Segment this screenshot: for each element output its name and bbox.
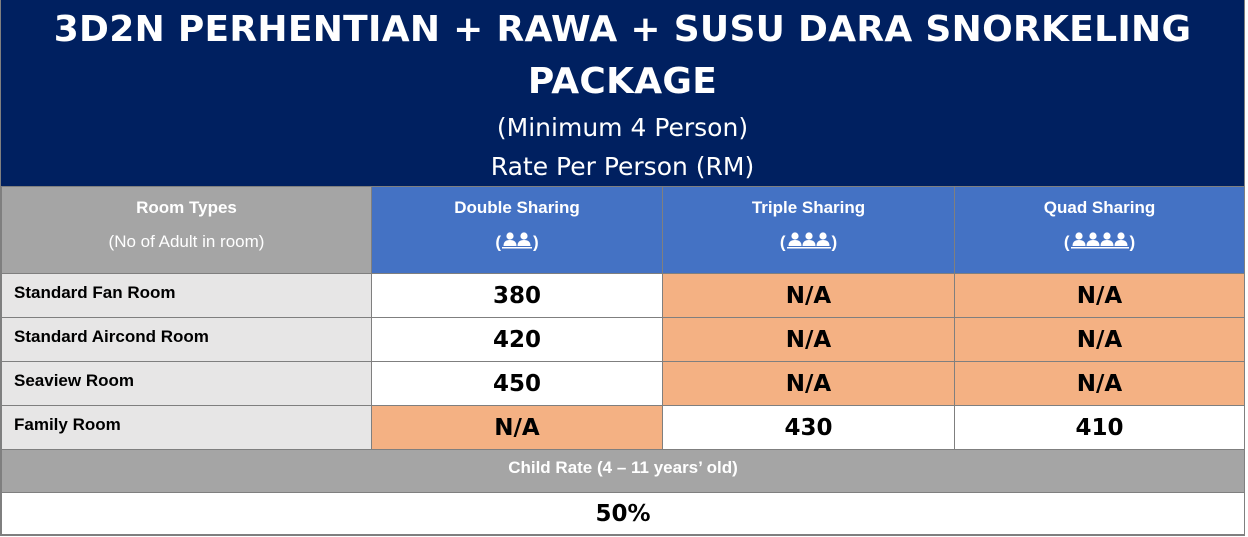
rate-cell: N/A [954,273,1245,318]
people-group-icon [502,232,532,249]
people-icon [501,231,533,255]
person-head-icon [506,232,514,240]
person-head-icon [520,232,528,240]
paren-open: ( [779,232,786,252]
table-row: Standard Aircond Room 420 N/A N/A [1,317,1245,362]
rate-cell: N/A [662,361,955,406]
rate-cell: 420 [371,317,663,362]
rate-cell: 450 [371,361,663,406]
room-types-label: Room Types [136,198,237,217]
paren-close: ) [831,232,838,252]
icon-baseline [786,247,831,249]
header-row: Room Types (No of Adult in room) Double … [1,186,1245,274]
double-sharing-header: Double Sharing () [371,186,663,274]
person-head-icon [790,232,799,240]
child-rate-value-row: 50% [1,492,1245,535]
quad-sharing-label: Quad Sharing [1043,198,1156,217]
rate-cell: 380 [371,273,663,318]
rate-cell: 410 [954,405,1245,450]
table-row: Family Room N/A 430 410 [1,405,1245,450]
quad-sharing-header: Quad Sharing () [954,186,1245,274]
person-head-icon [1102,232,1111,240]
room-name: Seaview Room [1,361,372,406]
triple-sharing-label: Triple Sharing [751,198,866,217]
person-body-icon [816,240,829,246]
child-rate-label: Child Rate (4 – 11 years’ old) [1,449,1245,493]
rate-cell: N/A [371,405,663,450]
rate-cell: 430 [662,405,955,450]
minimum-note: (Minimum 4 Person) [496,113,749,142]
triple-sharing-header: Triple Sharing () [662,186,955,274]
rate-note: Rate Per Person (RM) [490,152,755,181]
rate-cell: N/A [954,361,1245,406]
paren-close: ) [533,232,539,252]
person-body-icon [1086,240,1099,246]
person-body-icon [1114,240,1127,246]
title-banner: 3D2N PERHENTIAN + RAWA + SUSU DARA SNORK… [1,0,1244,186]
people-group-icon [786,232,831,249]
icon-baseline [1070,247,1129,249]
room-name: Family Room [1,405,372,450]
child-rate-value: 50% [1,492,1245,535]
double-sharing-people: () [372,231,662,253]
person-body-icon [1100,240,1113,246]
room-name: Standard Fan Room [1,273,372,318]
paren-open: ( [495,232,501,252]
room-types-sublabel: (No of Adult in room) [108,232,265,251]
quad-sharing-people: () [955,231,1244,253]
person-body-icon [802,240,815,246]
room-name: Standard Aircond Room [1,317,372,362]
rate-table: Room Types (No of Adult in room) Double … [1,186,1245,535]
triple-sharing-people: () [663,231,954,253]
people-group-icon [1070,232,1129,249]
person-head-icon [1074,232,1083,240]
person-body-icon [503,240,517,246]
paren-close: ) [1129,232,1136,252]
package-title: 3D2N PERHENTIAN + RAWA + SUSU DARA SNORK… [53,9,1192,102]
paren-open: ( [1063,232,1070,252]
room-types-header: Room Types (No of Adult in room) [1,186,372,274]
table-row: Standard Fan Room 380 N/A N/A [1,273,1245,318]
person-head-icon [804,232,813,240]
person-body-icon [517,240,531,246]
icon-baseline [502,247,532,249]
people-icon [1070,231,1130,255]
person-head-icon [1088,232,1097,240]
person-head-icon [1116,232,1125,240]
person-head-icon [818,232,827,240]
rate-cell: N/A [662,317,955,362]
double-sharing-label: Double Sharing [454,198,580,217]
rate-cell: N/A [954,317,1245,362]
people-icon [786,231,832,255]
child-rate-header-row: Child Rate (4 – 11 years’ old) [1,449,1245,493]
person-body-icon [788,240,801,246]
rate-cell: N/A [662,273,955,318]
person-body-icon [1072,240,1085,246]
table-row: Seaview Room 450 N/A N/A [1,361,1245,406]
